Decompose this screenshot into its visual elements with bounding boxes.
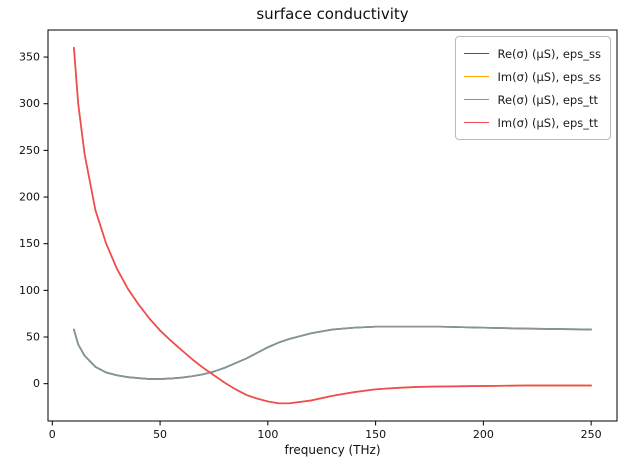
legend-item: Im(σ) (μS), eps_ss bbox=[464, 65, 601, 88]
x-axis-label: frequency (THz) bbox=[284, 443, 381, 457]
legend-label: Re(σ) (μS), eps_ss bbox=[497, 46, 601, 61]
chart-title: surface conductivity bbox=[256, 5, 409, 23]
x-tick-label: 250 bbox=[581, 428, 602, 441]
legend-swatch bbox=[464, 122, 490, 123]
x-tick-label: 150 bbox=[365, 428, 386, 441]
y-tick-label: 350 bbox=[19, 51, 40, 64]
series-line-2 bbox=[73, 325, 592, 380]
legend-swatch bbox=[464, 99, 490, 100]
legend: Re(σ) (μS), eps_ss Im(σ) (μS), eps_ss Re(σ… bbox=[455, 36, 611, 140]
y-tick-label: 150 bbox=[19, 237, 40, 250]
series-line-0 bbox=[73, 325, 592, 380]
y-tick-label: 50 bbox=[26, 331, 40, 344]
y-tick-label: 300 bbox=[19, 97, 40, 110]
y-tick-label: 200 bbox=[19, 191, 40, 204]
y-tick-label: 100 bbox=[19, 284, 40, 297]
series-line-3 bbox=[73, 46, 592, 405]
legend-item: Re(σ) (μS), eps_ss bbox=[464, 42, 601, 65]
legend-label: Im(σ) (μS), eps_tt bbox=[497, 115, 599, 130]
legend-label: Re(σ) (μS), eps_tt bbox=[497, 92, 598, 107]
legend-item: Re(σ) (μS), eps_tt bbox=[464, 88, 601, 111]
axes-spines bbox=[47, 29, 618, 422]
x-tick-label: 100 bbox=[257, 428, 278, 441]
x-tick-label: 50 bbox=[153, 428, 167, 441]
y-tick-label: 250 bbox=[19, 144, 40, 157]
legend-label: Im(σ) (μS), eps_ss bbox=[497, 69, 601, 84]
x-tick-label: 200 bbox=[473, 428, 494, 441]
y-tick-label: 0 bbox=[33, 377, 40, 390]
legend-item: Im(σ) (μS), eps_tt bbox=[464, 111, 601, 134]
x-tick-label: 0 bbox=[49, 428, 56, 441]
legend-swatch bbox=[464, 76, 490, 77]
legend-swatch bbox=[464, 53, 490, 54]
